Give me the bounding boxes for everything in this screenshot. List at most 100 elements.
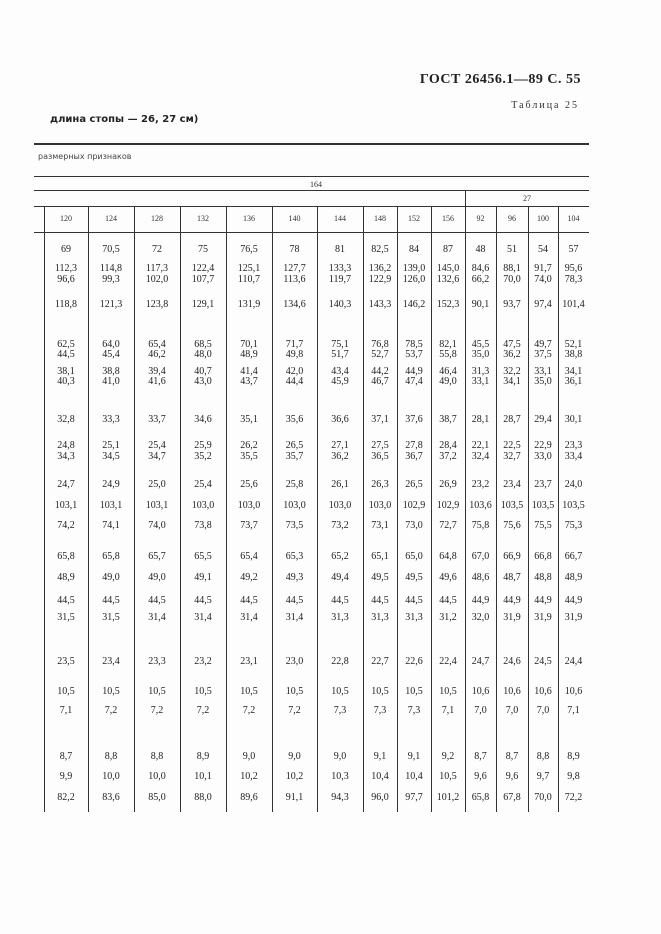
table-cell: 103,0 [283, 500, 306, 511]
table-cell: 71,7 [285, 339, 304, 350]
table-cell: 52,1 [564, 339, 583, 350]
table-cell: 49,7 [534, 339, 552, 350]
table-cell: 88,1 [503, 263, 521, 274]
table-number: Таблица 25 [511, 100, 579, 111]
table-cell: 45,9 [331, 376, 349, 387]
table-cell: 31,3 [371, 612, 389, 623]
column-header: 124 [105, 214, 117, 223]
table-cell: 22,5 [503, 440, 521, 451]
table-cell: 24,9 [102, 479, 120, 490]
table-cell: 93,7 [503, 299, 521, 310]
table-cell: 82,2 [57, 792, 75, 803]
table-cell: 46,7 [371, 376, 389, 387]
column-rule [317, 206, 318, 812]
column-rule [558, 206, 559, 812]
table-cell: 97,7 [405, 792, 423, 803]
table-cell: 91,7 [534, 263, 552, 274]
table-cell: 31,3 [405, 612, 423, 623]
table-cell: 31,9 [534, 612, 552, 623]
table-cell: 10,0 [148, 771, 166, 782]
table-cell: 96,6 [57, 274, 75, 285]
table-cell: 49,6 [439, 572, 457, 583]
table-cell: 103,0 [191, 500, 215, 511]
table-cell: 30,1 [564, 414, 583, 425]
table-cell: 73,1 [371, 520, 389, 531]
table-cell: 7,2 [196, 705, 210, 716]
table-cell: 49,5 [405, 572, 423, 583]
table-cell: 24,6 [503, 656, 521, 667]
column-header: 144 [334, 214, 346, 223]
table-cell: 101,4 [562, 299, 585, 310]
table-cell: 65,5 [194, 551, 212, 562]
table-cell: 73,7 [240, 520, 258, 531]
column-rule [88, 206, 89, 812]
table-cell: 36,2 [331, 451, 349, 462]
table-cell: 44,5 [148, 595, 166, 606]
table-cell: 36,1 [564, 376, 583, 387]
table-cell: 38,7 [439, 414, 457, 425]
table-cell: 10,3 [331, 771, 349, 782]
table-cell: 44,5 [102, 595, 120, 606]
table-cell: 48,7 [503, 572, 521, 583]
column-header: 140 [288, 214, 301, 223]
table-cell: 145,0 [436, 263, 460, 274]
table-cell: 31,4 [148, 612, 166, 623]
table-cell: 119,7 [328, 274, 352, 285]
table-cell: 32,4 [471, 451, 490, 462]
table-cell: 33,0 [534, 451, 552, 462]
table-cell: 37,2 [439, 451, 457, 462]
table-cell: 74,0 [534, 274, 552, 285]
table-cell: 102,0 [145, 274, 169, 285]
table-cell: 9,0 [242, 751, 256, 762]
table-cell: 7,0 [536, 705, 550, 716]
table-cell: 8,9 [567, 751, 580, 762]
table-cell: 9,9 [59, 771, 73, 782]
table-cell: 36,2 [503, 349, 521, 360]
table-cell: 82,5 [371, 244, 389, 255]
table-cell: 49,0 [439, 376, 457, 387]
table-cell: 9,6 [505, 771, 519, 782]
table-cell: 33,1 [534, 366, 552, 377]
column-rule [272, 206, 273, 812]
group-header-164: 164 [310, 180, 322, 189]
table-cell: 90,1 [471, 299, 490, 310]
table-cell: 25,8 [285, 479, 304, 490]
table-cell: 65,4 [148, 339, 166, 350]
table-cell: 66,7 [564, 551, 583, 562]
table-cell: 87 [443, 244, 453, 255]
table-cell: 129,1 [191, 299, 215, 310]
table-cell: 7,3 [407, 705, 421, 716]
table-cell: 32,2 [503, 366, 521, 377]
divider [34, 206, 589, 207]
table-cell: 107,7 [191, 274, 215, 285]
table-cell: 7,3 [373, 705, 387, 716]
table-cell: 23,0 [285, 656, 304, 667]
table-cell: 66,8 [534, 551, 552, 562]
table-cell: 23,4 [102, 656, 120, 667]
table-cell: 68,5 [194, 339, 212, 350]
column-rule [134, 206, 135, 812]
table-cell: 8,7 [505, 751, 519, 762]
table-cell: 49,3 [285, 572, 304, 583]
table-cell: 36,7 [405, 451, 423, 462]
table-cell: 94,3 [331, 792, 349, 803]
table-cell: 41,0 [102, 376, 120, 387]
table-cell: 78 [289, 244, 300, 255]
table-cell: 66,2 [471, 274, 490, 285]
table-cell: 10,5 [371, 686, 389, 697]
table-cell: 84,6 [471, 263, 490, 274]
table-cell: 34,7 [148, 451, 166, 462]
column-header: 120 [60, 214, 72, 223]
table-cell: 44,5 [240, 595, 258, 606]
table-subtitle: длина стопы — 26, 27 см) [50, 114, 199, 125]
table-cell: 22,8 [331, 656, 349, 667]
table-cell: 65,0 [405, 551, 423, 562]
table-cell: 102,9 [436, 500, 460, 511]
table-cell: 23,5 [57, 656, 75, 667]
table-cell: 26,9 [439, 479, 457, 490]
table-cell: 43,0 [194, 376, 212, 387]
table-cell: 44,5 [331, 595, 349, 606]
table-cell: 103,1 [99, 500, 123, 511]
table-cell: 40,7 [194, 366, 212, 377]
table-cell: 7,0 [474, 705, 487, 716]
